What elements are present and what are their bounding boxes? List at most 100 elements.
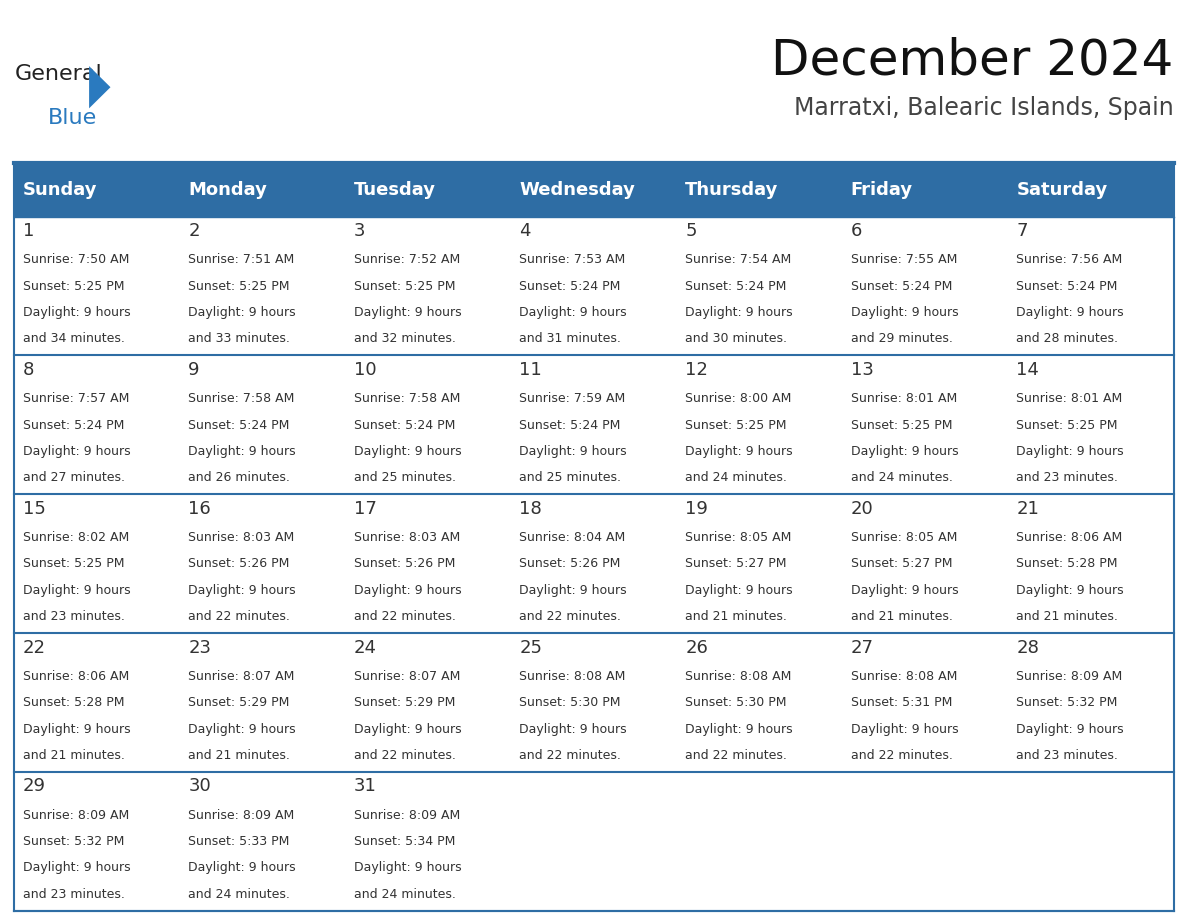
Text: Sunrise: 7:56 AM: Sunrise: 7:56 AM <box>1017 253 1123 266</box>
Text: Sunrise: 7:58 AM: Sunrise: 7:58 AM <box>354 392 460 405</box>
Text: Sunrise: 8:03 AM: Sunrise: 8:03 AM <box>188 531 295 544</box>
Text: 19: 19 <box>685 499 708 518</box>
Text: and 23 minutes.: and 23 minutes. <box>1017 471 1118 485</box>
Bar <box>346 217 511 355</box>
Text: Wednesday: Wednesday <box>519 181 636 199</box>
Text: Sunrise: 8:09 AM: Sunrise: 8:09 AM <box>354 809 460 822</box>
Text: Daylight: 9 hours: Daylight: 9 hours <box>354 306 461 319</box>
Text: 13: 13 <box>851 361 873 379</box>
Text: 31: 31 <box>354 778 377 795</box>
Text: Blue: Blue <box>48 108 96 129</box>
Bar <box>1009 494 1174 633</box>
Text: and 31 minutes.: and 31 minutes. <box>519 332 621 345</box>
Bar <box>346 633 511 772</box>
Text: Daylight: 9 hours: Daylight: 9 hours <box>188 584 296 597</box>
Text: Daylight: 9 hours: Daylight: 9 hours <box>1017 722 1124 735</box>
Text: Daylight: 9 hours: Daylight: 9 hours <box>851 722 959 735</box>
Text: 11: 11 <box>519 361 542 379</box>
Text: 25: 25 <box>519 639 543 656</box>
Text: Daylight: 9 hours: Daylight: 9 hours <box>851 306 959 319</box>
Text: Sunrise: 8:04 AM: Sunrise: 8:04 AM <box>519 531 626 544</box>
Text: and 22 minutes.: and 22 minutes. <box>354 610 456 623</box>
Text: Sunset: 5:26 PM: Sunset: 5:26 PM <box>354 557 455 570</box>
Text: Sunset: 5:33 PM: Sunset: 5:33 PM <box>188 835 290 848</box>
Bar <box>14 355 179 494</box>
Text: General: General <box>14 64 102 84</box>
Text: and 33 minutes.: and 33 minutes. <box>188 332 290 345</box>
Text: Daylight: 9 hours: Daylight: 9 hours <box>851 584 959 597</box>
Text: 12: 12 <box>685 361 708 379</box>
Text: Sunrise: 8:06 AM: Sunrise: 8:06 AM <box>1017 531 1123 544</box>
Text: Sunrise: 8:08 AM: Sunrise: 8:08 AM <box>519 670 626 683</box>
Text: Daylight: 9 hours: Daylight: 9 hours <box>685 722 792 735</box>
Text: and 23 minutes.: and 23 minutes. <box>23 610 125 623</box>
Bar <box>1009 772 1174 911</box>
Text: Daylight: 9 hours: Daylight: 9 hours <box>23 306 131 319</box>
Text: Sunset: 5:34 PM: Sunset: 5:34 PM <box>354 835 455 848</box>
Text: Daylight: 9 hours: Daylight: 9 hours <box>23 861 131 874</box>
Text: Sunset: 5:26 PM: Sunset: 5:26 PM <box>519 557 621 570</box>
Text: Sunset: 5:24 PM: Sunset: 5:24 PM <box>685 280 786 293</box>
Bar <box>842 217 1009 355</box>
Bar <box>677 355 842 494</box>
Text: Sunrise: 8:09 AM: Sunrise: 8:09 AM <box>1017 670 1123 683</box>
Text: Sunset: 5:32 PM: Sunset: 5:32 PM <box>1017 696 1118 709</box>
Text: Daylight: 9 hours: Daylight: 9 hours <box>188 722 296 735</box>
Text: Daylight: 9 hours: Daylight: 9 hours <box>685 306 792 319</box>
Text: and 24 minutes.: and 24 minutes. <box>188 888 290 901</box>
Text: Sunrise: 7:54 AM: Sunrise: 7:54 AM <box>685 253 791 266</box>
Bar <box>1009 355 1174 494</box>
Polygon shape <box>89 66 110 108</box>
Text: Sunset: 5:24 PM: Sunset: 5:24 PM <box>188 419 290 431</box>
Text: 2: 2 <box>188 222 200 241</box>
Text: 15: 15 <box>23 499 45 518</box>
Bar <box>511 355 677 494</box>
Text: and 25 minutes.: and 25 minutes. <box>354 471 456 485</box>
Text: and 21 minutes.: and 21 minutes. <box>685 610 786 623</box>
Text: Sunset: 5:31 PM: Sunset: 5:31 PM <box>851 696 952 709</box>
Text: 24: 24 <box>354 639 377 656</box>
Bar <box>179 217 346 355</box>
Bar <box>14 163 179 217</box>
Text: and 21 minutes.: and 21 minutes. <box>188 749 290 762</box>
Text: Daylight: 9 hours: Daylight: 9 hours <box>23 722 131 735</box>
Text: and 21 minutes.: and 21 minutes. <box>1017 610 1118 623</box>
Text: 30: 30 <box>188 778 211 795</box>
Text: Daylight: 9 hours: Daylight: 9 hours <box>188 445 296 458</box>
Bar <box>677 163 842 217</box>
Bar <box>14 772 179 911</box>
Bar <box>14 217 179 355</box>
Bar <box>842 494 1009 633</box>
Bar <box>14 633 179 772</box>
Text: Sunrise: 8:09 AM: Sunrise: 8:09 AM <box>188 809 295 822</box>
Text: Sunset: 5:25 PM: Sunset: 5:25 PM <box>851 419 953 431</box>
Bar <box>677 772 842 911</box>
Bar <box>179 494 346 633</box>
Text: Sunrise: 7:51 AM: Sunrise: 7:51 AM <box>188 253 295 266</box>
Text: 4: 4 <box>519 222 531 241</box>
Text: 21: 21 <box>1017 499 1040 518</box>
Bar <box>842 772 1009 911</box>
Text: Daylight: 9 hours: Daylight: 9 hours <box>1017 306 1124 319</box>
Text: 23: 23 <box>188 639 211 656</box>
Bar <box>511 494 677 633</box>
Bar <box>14 494 179 633</box>
Text: Friday: Friday <box>851 181 912 199</box>
Bar <box>1009 633 1174 772</box>
Text: 7: 7 <box>1017 222 1028 241</box>
Text: Sunset: 5:29 PM: Sunset: 5:29 PM <box>354 696 455 709</box>
Text: Sunset: 5:24 PM: Sunset: 5:24 PM <box>519 419 621 431</box>
Text: and 26 minutes.: and 26 minutes. <box>188 471 290 485</box>
Text: 29: 29 <box>23 778 45 795</box>
Text: and 21 minutes.: and 21 minutes. <box>23 749 125 762</box>
Bar <box>346 772 511 911</box>
Text: Daylight: 9 hours: Daylight: 9 hours <box>1017 445 1124 458</box>
Text: Tuesday: Tuesday <box>354 181 436 199</box>
Bar <box>511 772 677 911</box>
Text: Daylight: 9 hours: Daylight: 9 hours <box>519 722 627 735</box>
Text: Sunset: 5:25 PM: Sunset: 5:25 PM <box>354 280 455 293</box>
Text: and 23 minutes.: and 23 minutes. <box>23 888 125 901</box>
Bar <box>842 355 1009 494</box>
Text: 20: 20 <box>851 499 873 518</box>
Bar <box>511 633 677 772</box>
